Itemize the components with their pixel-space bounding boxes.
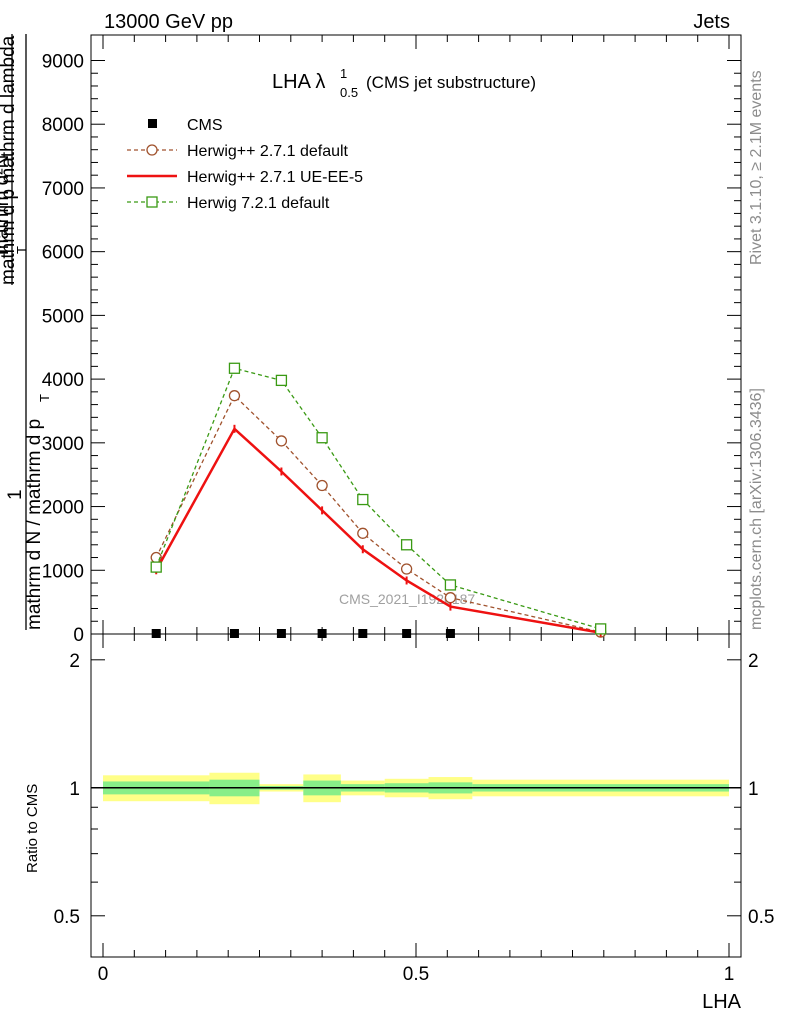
- main-y-tick-label: 7000: [42, 179, 84, 200]
- series-point-0: [316, 479, 328, 492]
- series-point-0: [400, 563, 413, 575]
- x-axis-label: LHA: [702, 991, 742, 1013]
- main-title-sup: 1: [340, 66, 347, 81]
- rivet-version-label: Rivet 3.1.10, ≥ 2.1M events: [748, 70, 765, 265]
- ratio-y-tick-label-left: 2: [69, 651, 80, 672]
- series-point-2: [316, 432, 328, 444]
- analysis-watermark: CMS_2021_I1920187: [339, 591, 475, 607]
- ratio-y-tick-label-left: 1: [69, 779, 80, 800]
- series-point-0: [275, 435, 288, 447]
- legend-herwig7-marker: [146, 196, 158, 208]
- ratio-y-tick-label-left: 0.5: [54, 907, 80, 928]
- y-label-top: mathrm d²N: [0, 155, 13, 255]
- main-y-tick-label: 0: [73, 625, 84, 646]
- cms-data-point: [358, 629, 368, 638]
- main-y-tick-label: 2000: [42, 498, 84, 519]
- series-point-2: [595, 623, 607, 635]
- legend-cms-marker: [148, 119, 157, 128]
- series-point-0: [357, 527, 369, 539]
- y-label-bottom-sub: T: [37, 394, 52, 402]
- cms-data-layer: [151, 629, 455, 638]
- series-point-2: [444, 579, 457, 591]
- cms-data-point: [151, 629, 161, 638]
- series-line-0: [155, 394, 601, 633]
- main-y-tick-label: 5000: [42, 306, 84, 327]
- series-layer: [150, 362, 607, 638]
- y-label-top2: mathrm d p mathrm d lambda: [0, 35, 19, 285]
- ratio-y-tick-label-right: 2: [748, 651, 759, 672]
- x-tick-label: 1: [724, 964, 735, 985]
- series-point-2: [228, 362, 241, 374]
- y-label-top-sub: T: [14, 246, 29, 254]
- y-label-one: 1: [5, 489, 26, 500]
- main-y-tick-label: 6000: [42, 243, 84, 264]
- legend-herwig-default-label: Herwig++ 2.7.1 default: [187, 143, 349, 160]
- series-point-2: [150, 561, 162, 573]
- series-point-2: [400, 539, 413, 551]
- main-y-ticks: 0 1000 2000 3000 4000 5000 6000 7000 8000 9000: [42, 51, 741, 646]
- x-tick-label: 0.5: [403, 964, 429, 985]
- legend-herwig-default-marker: [146, 144, 158, 156]
- series-line-2: [155, 367, 601, 630]
- series-line-1: [155, 426, 601, 634]
- legend-herwig-ueee5-label: Herwig++ 2.7.1 UE-EE-5: [187, 169, 363, 186]
- main-y-axis-label: mathrm d N / mathrm d p T 1 mathrm d p m…: [0, 34, 52, 630]
- website-label: mcplots.cern.ch [arXiv:1306.3436]: [748, 388, 765, 630]
- series-point-2: [275, 374, 288, 387]
- legend-herwig7-label: Herwig 7.2.1 default: [187, 195, 330, 212]
- process-label: Jets: [693, 11, 730, 33]
- x-tick-label: 0: [98, 964, 109, 985]
- main-y-tick-label: 3000: [42, 434, 84, 455]
- main-y-tick-label: 9000: [42, 51, 84, 72]
- ratio-y-ticks: 0.5 0.5 1 1 2 2: [54, 651, 774, 958]
- main-title-suffix: (CMS jet substructure): [366, 73, 536, 92]
- legend: CMS Herwig++ 2.7.1 default Herwig++ 2.7.…: [127, 117, 363, 212]
- energy-label: 13000 GeV pp: [104, 11, 233, 33]
- main-title: LHA λ: [272, 71, 325, 93]
- cms-data-point: [402, 629, 412, 638]
- main-y-tick-label: 1000: [42, 561, 84, 582]
- cms-data-point: [229, 629, 239, 638]
- y-label-bottom: mathrm d N / mathrm d p: [24, 419, 45, 630]
- main-y-tick-label: 4000: [42, 370, 84, 391]
- ratio-y-tick-label-right: 0.5: [748, 907, 774, 928]
- cms-data-point: [317, 629, 327, 638]
- main-y-tick-label: 8000: [42, 115, 84, 136]
- cms-data-point: [276, 629, 286, 638]
- series-point-0: [228, 390, 241, 402]
- ratio-y-tick-label-right: 1: [748, 779, 759, 800]
- main-title-sub: 0.5: [340, 85, 358, 100]
- legend-cms-label: CMS: [187, 117, 223, 134]
- series-point-0: [444, 592, 457, 604]
- cms-data-point: [445, 629, 455, 638]
- ratio-y-axis-label: Ratio to CMS: [24, 784, 41, 873]
- series-point-2: [357, 493, 369, 506]
